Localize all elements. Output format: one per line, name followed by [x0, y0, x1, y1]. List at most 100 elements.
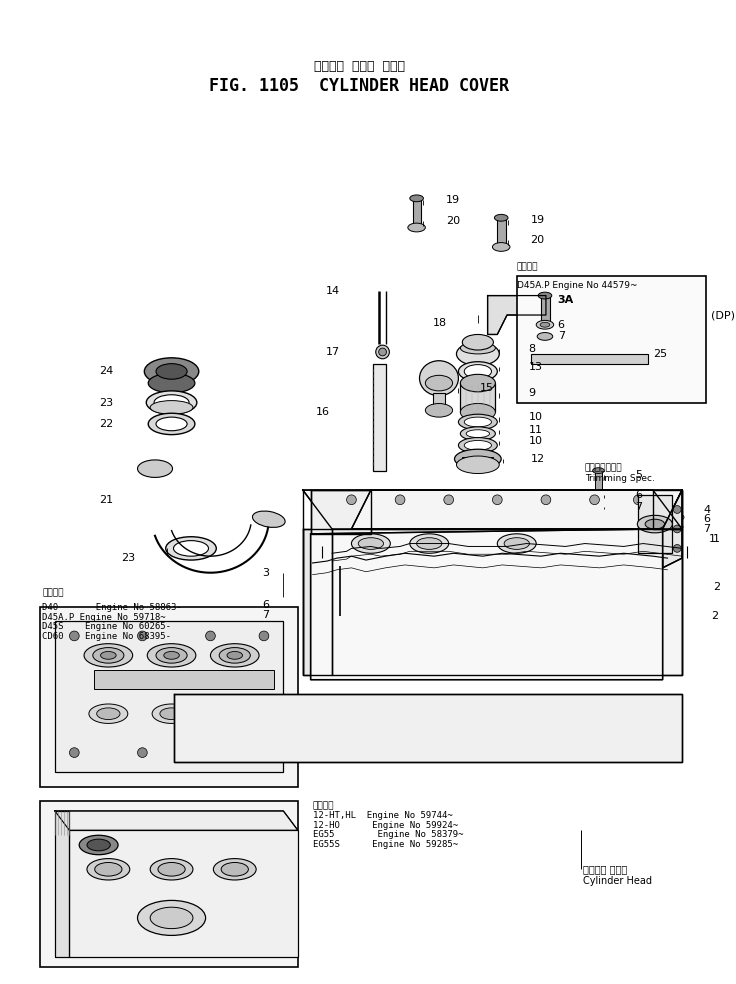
Ellipse shape	[95, 863, 122, 876]
Ellipse shape	[156, 364, 187, 379]
Ellipse shape	[79, 835, 118, 855]
Circle shape	[376, 345, 389, 359]
Text: 1: 1	[710, 533, 716, 544]
Ellipse shape	[358, 537, 383, 549]
Ellipse shape	[668, 514, 684, 522]
Ellipse shape	[156, 417, 187, 431]
Circle shape	[259, 631, 269, 641]
Ellipse shape	[425, 375, 453, 391]
Text: 11: 11	[528, 425, 542, 435]
Circle shape	[259, 748, 269, 758]
Ellipse shape	[150, 907, 193, 929]
Circle shape	[347, 495, 356, 505]
Ellipse shape	[414, 502, 425, 508]
Text: (DP): (DP)	[711, 310, 735, 320]
Text: 4: 4	[704, 505, 710, 515]
Text: 5: 5	[635, 470, 643, 480]
Ellipse shape	[456, 456, 499, 473]
Ellipse shape	[332, 601, 347, 609]
Text: Trimming Spec.: Trimming Spec.	[585, 474, 655, 483]
Ellipse shape	[87, 859, 130, 880]
Ellipse shape	[420, 361, 459, 396]
Ellipse shape	[101, 651, 116, 659]
Text: 適用号機: 適用号機	[42, 588, 64, 597]
Circle shape	[205, 631, 216, 641]
Text: 9: 9	[528, 388, 536, 398]
Ellipse shape	[670, 492, 682, 498]
Text: 3: 3	[262, 568, 269, 578]
Text: シリンダ ヘット: シリンダ ヘット	[583, 864, 627, 875]
Text: CD60    Engine No 68395-: CD60 Engine No 68395-	[42, 632, 171, 641]
Ellipse shape	[598, 507, 610, 513]
Ellipse shape	[464, 417, 492, 427]
Ellipse shape	[150, 859, 193, 880]
Polygon shape	[302, 490, 682, 529]
Ellipse shape	[455, 450, 501, 468]
Ellipse shape	[410, 533, 449, 553]
Text: D45S    Engine No 60265-: D45S Engine No 60265-	[42, 622, 171, 632]
Ellipse shape	[227, 651, 243, 659]
Text: 適用号機: 適用号機	[313, 801, 334, 810]
Ellipse shape	[425, 403, 453, 417]
Polygon shape	[352, 490, 682, 529]
Ellipse shape	[414, 507, 425, 513]
Circle shape	[395, 495, 405, 505]
Ellipse shape	[592, 467, 604, 473]
Ellipse shape	[464, 365, 492, 378]
Text: 1: 1	[713, 533, 721, 544]
Ellipse shape	[84, 644, 132, 667]
Ellipse shape	[511, 507, 523, 513]
Text: 20: 20	[531, 235, 545, 245]
Polygon shape	[174, 695, 682, 763]
Ellipse shape	[223, 707, 247, 719]
Text: EG55S      Engine No 59285~: EG55S Engine No 59285~	[313, 840, 458, 849]
Ellipse shape	[592, 503, 605, 510]
Ellipse shape	[146, 391, 197, 414]
Ellipse shape	[495, 215, 508, 221]
Text: 6: 6	[558, 320, 565, 330]
Ellipse shape	[334, 565, 346, 571]
Ellipse shape	[164, 651, 180, 659]
Text: 12: 12	[531, 454, 545, 463]
Ellipse shape	[216, 704, 254, 723]
Circle shape	[138, 748, 147, 758]
Circle shape	[590, 495, 599, 505]
Polygon shape	[487, 295, 546, 335]
Circle shape	[69, 631, 79, 641]
Bar	[93, 670, 274, 690]
Ellipse shape	[460, 374, 495, 392]
Text: D45A.P Engine No 59718~: D45A.P Engine No 59718~	[42, 613, 166, 622]
Ellipse shape	[459, 414, 498, 430]
Ellipse shape	[333, 611, 347, 618]
Text: 2: 2	[713, 583, 721, 592]
Ellipse shape	[87, 839, 110, 851]
Text: 23: 23	[99, 398, 113, 407]
Polygon shape	[55, 811, 69, 956]
Circle shape	[634, 495, 643, 505]
Text: 7: 7	[635, 502, 643, 512]
Ellipse shape	[592, 499, 616, 511]
Ellipse shape	[466, 430, 489, 438]
Bar	[498, 217, 506, 247]
Ellipse shape	[158, 863, 185, 876]
Text: 13: 13	[528, 361, 542, 372]
Bar	[55, 621, 283, 772]
Ellipse shape	[459, 362, 498, 381]
Circle shape	[673, 506, 681, 514]
Ellipse shape	[460, 427, 495, 441]
Ellipse shape	[93, 647, 124, 663]
Text: 2: 2	[711, 611, 718, 622]
Polygon shape	[662, 490, 682, 568]
Ellipse shape	[210, 644, 259, 667]
Bar	[638, 495, 673, 553]
Text: 7: 7	[262, 609, 269, 620]
Circle shape	[492, 495, 502, 505]
Text: 15: 15	[480, 383, 494, 393]
Text: 23: 23	[121, 553, 135, 563]
Text: 16: 16	[316, 407, 330, 417]
Text: D45A.P Engine No 44579~: D45A.P Engine No 44579~	[517, 281, 637, 290]
Circle shape	[379, 348, 386, 356]
Text: 14: 14	[325, 285, 340, 296]
Ellipse shape	[504, 537, 529, 549]
Ellipse shape	[460, 403, 495, 421]
